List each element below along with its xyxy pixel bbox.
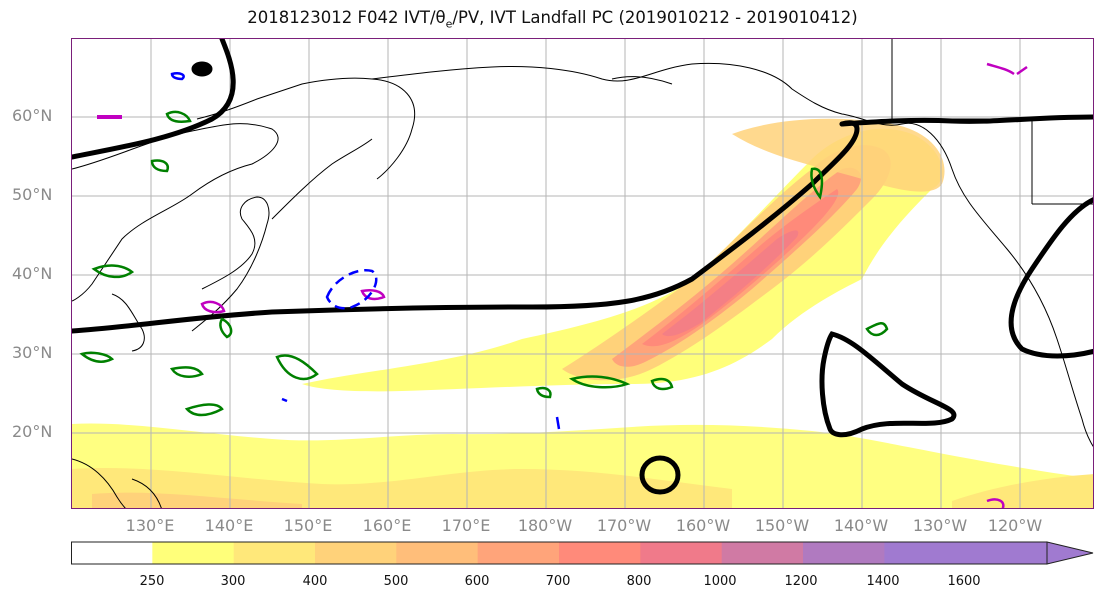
lon-label-120w: 120°W <box>987 516 1043 535</box>
lat-label-40: 40°N <box>12 264 53 283</box>
lon-label-130w: 130°W <box>912 516 968 535</box>
lon-label-130e: 130°E <box>125 516 175 535</box>
colorbar-cell <box>233 542 316 564</box>
pc-contours <box>72 39 1093 495</box>
colorbar-cell <box>803 542 885 564</box>
colorbar-cell <box>640 542 723 564</box>
colorbar-cell <box>315 542 397 564</box>
colorbar-cell <box>477 542 560 564</box>
map-canvas <box>72 39 1093 508</box>
colorbar-tick-250: 250 <box>139 574 165 589</box>
lat-label-30: 30°N <box>12 343 53 362</box>
colorbar <box>71 541 1101 571</box>
lon-label-170e: 170°E <box>441 516 491 535</box>
lat-label-20: 20°N <box>12 422 53 441</box>
colorbar-cell <box>884 542 967 564</box>
colorbar-tick-1600: 1600 <box>947 574 981 589</box>
lon-label-150e: 150°E <box>283 516 333 535</box>
lon-label-140w: 140°W <box>833 516 889 535</box>
lon-label-160e: 160°E <box>362 516 412 535</box>
theta-e-contours <box>79 110 889 417</box>
map-panel <box>71 38 1094 509</box>
lat-label-60: 60°N <box>12 106 53 125</box>
colorbar-tick-1400: 1400 <box>866 574 900 589</box>
colorbar-cell <box>559 542 641 564</box>
colorbar-tick-300: 300 <box>220 574 246 589</box>
lon-label-150w: 150°W <box>754 516 810 535</box>
pv-contours <box>97 62 1028 508</box>
colorbar-tick-500: 500 <box>383 574 409 589</box>
colorbar-cell <box>721 542 804 564</box>
colorbar-tick-1200: 1200 <box>784 574 818 589</box>
colorbar-extend-arrow <box>1046 541 1094 565</box>
colorbar-outline <box>71 541 1048 565</box>
colorbar-cell <box>396 542 479 564</box>
colorbar-tick-600: 600 <box>464 574 490 589</box>
lon-label-160w: 160°W <box>675 516 731 535</box>
colorbar-tick-700: 700 <box>545 574 571 589</box>
colorbar-cell <box>152 542 235 564</box>
colorbar-cell <box>71 542 153 564</box>
map-title: 2018123012 F042 IVT/θe/PV, IVT Landfall … <box>247 8 858 31</box>
colorbar-tick-1000: 1000 <box>703 574 737 589</box>
coastlines <box>72 39 1093 508</box>
lat-label-50: 50°N <box>12 185 53 204</box>
lon-label-170w: 170°W <box>596 516 652 535</box>
lon-label-140e: 140°E <box>204 516 254 535</box>
ivt-shading <box>72 118 1093 508</box>
colorbar-tick-800: 800 <box>626 574 652 589</box>
graticule <box>72 39 1093 508</box>
colorbar-tick-400: 400 <box>302 574 328 589</box>
colorbar-cell <box>965 542 1048 564</box>
lon-label-180w: 180°W <box>517 516 573 535</box>
